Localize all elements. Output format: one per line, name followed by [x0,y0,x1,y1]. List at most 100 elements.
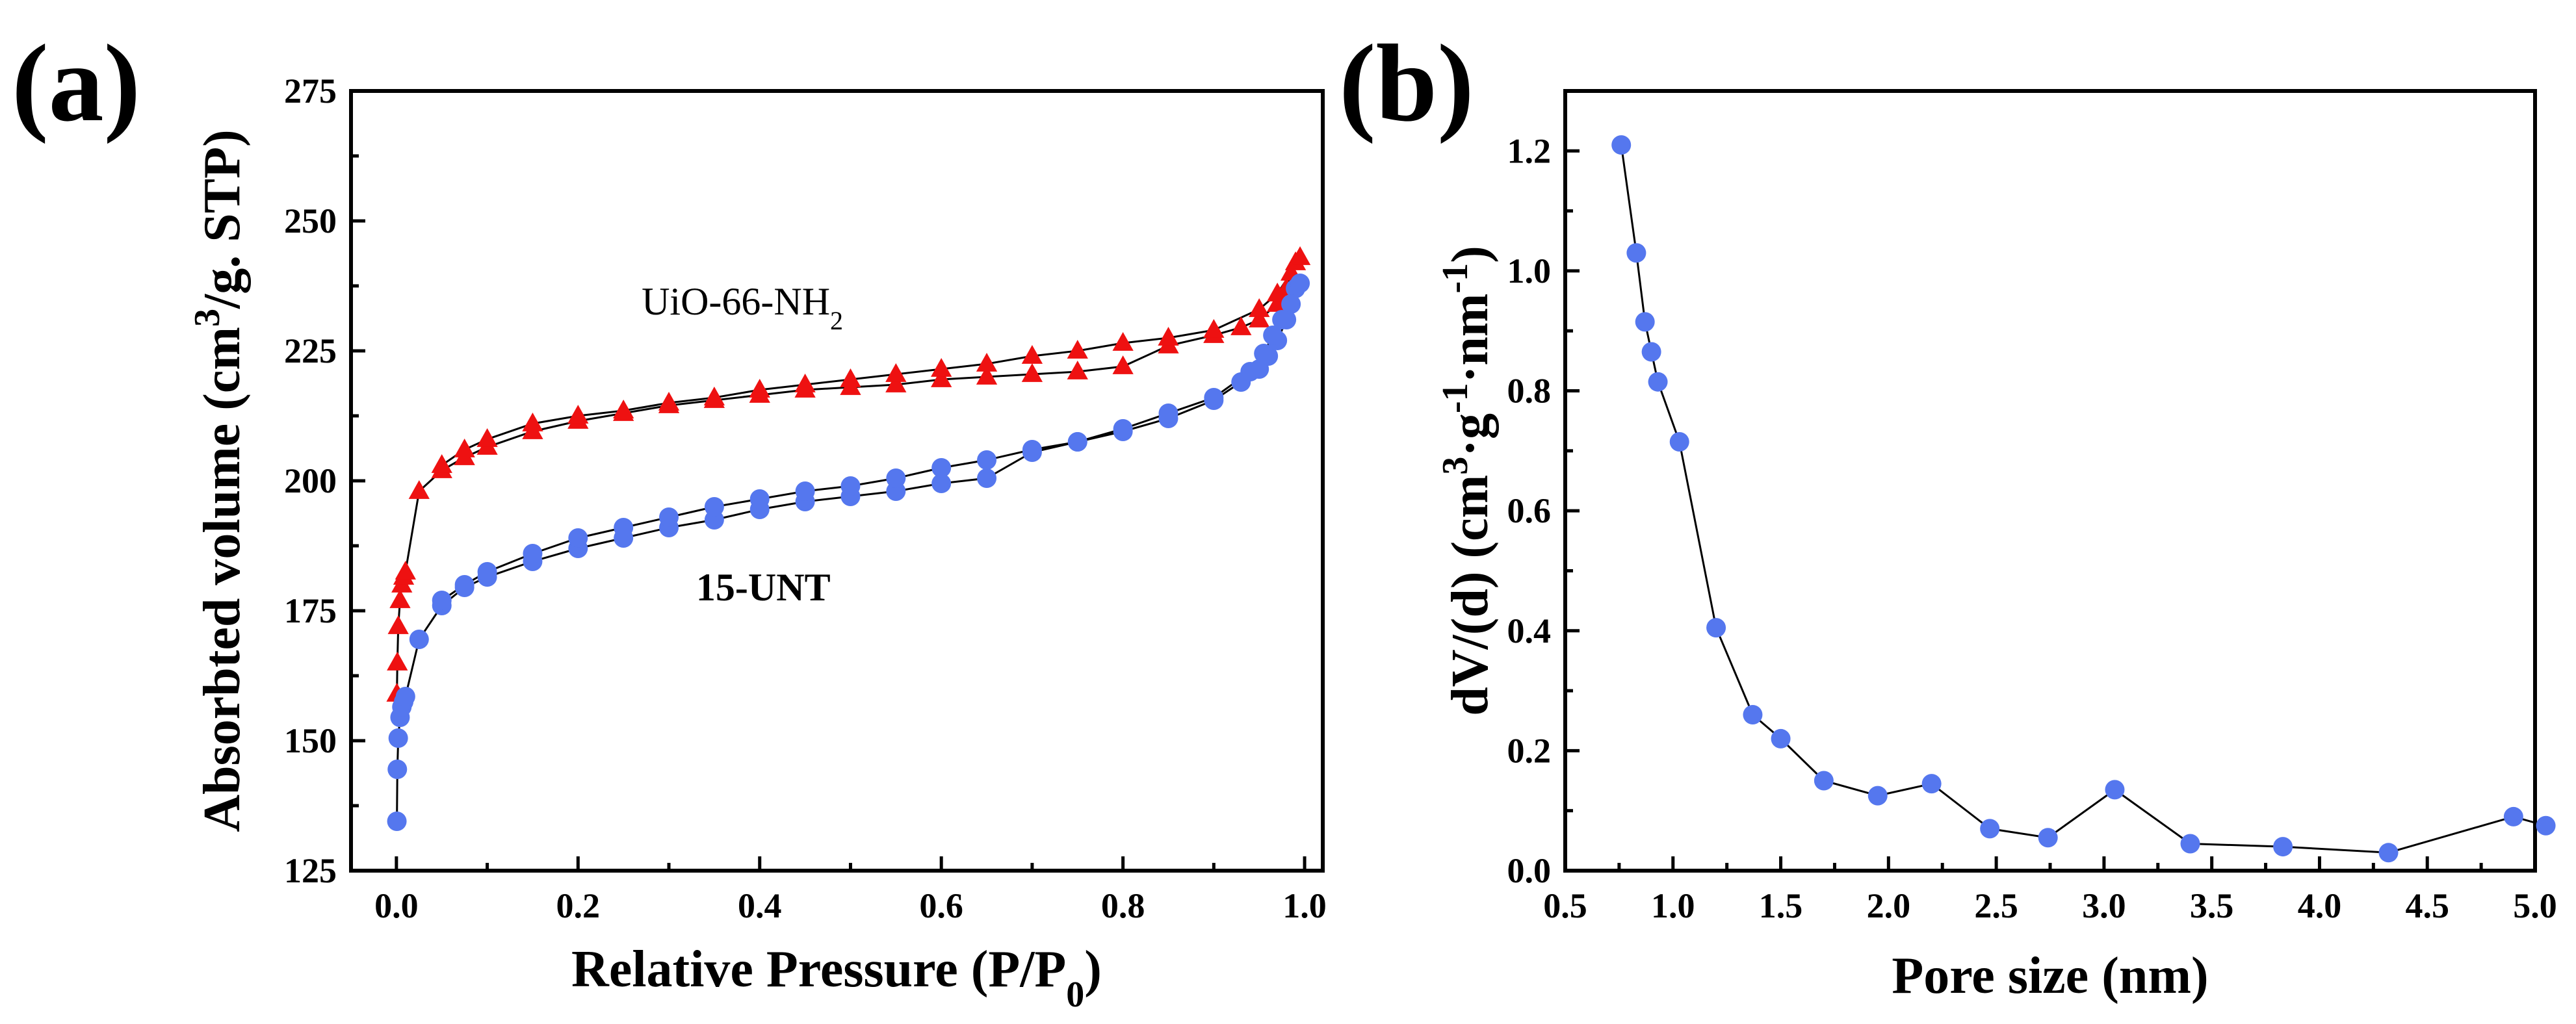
panel-a-triangle-point [658,392,680,411]
panel-a-triangle-point [931,358,952,377]
panel-a-triangle-point [1112,355,1134,374]
panel-a-data-points [386,246,1311,831]
panel-a-x-tick-label: 1.0 [1282,886,1327,925]
panel-b-circle-point [1626,243,1646,263]
panel-a-y-tick-label: 150 [284,721,337,760]
panel-a-x-tick-label: 0.4 [738,886,782,925]
panel-a-circle-point [840,476,861,496]
panel-a-x-tick-label: 0.0 [374,886,419,925]
panel-a-triangle-point [408,480,430,499]
panel-b-x-tick-label: 0.5 [1543,886,1587,925]
panel-a-triangle-point [1289,246,1311,265]
panel-a-triangle-point [387,615,409,634]
panel-a-circle-point [477,562,497,582]
panel-b-circle-point [2273,837,2293,857]
panel-a-plot-frame [349,89,1325,873]
panel-a-x-axis-title: Relative Pressure (P/P0) [571,941,1102,1015]
panel-a-triangle-point [1203,319,1225,338]
panel-a-circle-point [614,518,634,537]
panel-a-triangle-point [613,400,634,418]
panel-a-triangle-point [931,368,952,387]
panel-b-x-tick-label: 1.5 [1759,886,1803,925]
panel-a-triangle-point [1112,332,1134,351]
panel-b-y-tick-label: 0.0 [1507,851,1552,890]
panel-b-circle-point [1641,342,1661,362]
panel-a-circle-point [388,728,408,748]
panel-b-data-points [1611,135,2556,863]
panel-b-y-tick-label: 0.6 [1507,491,1552,530]
panel-a-circle-point [454,575,475,595]
panel-a-circle-point [387,812,407,831]
panel-a-circle-point [1240,362,1260,381]
panel-a-y-tick-label: 175 [284,591,337,630]
panel-b-series-line-0 [1620,144,2547,854]
panel-a-annotation-unt: 15-UNT [696,566,831,609]
panel-a-triangle-point [454,439,475,457]
panel-a-y-tick-label: 200 [284,461,337,500]
panel-a-circle-point [1254,344,1274,363]
panel-a-circle-point [704,497,724,517]
panel-a-circle-point [1290,274,1310,293]
panel-a-circle-point [886,468,906,488]
panel-b-x-tick-label: 4.0 [2298,886,2342,925]
panel-a-y-tick-label: 225 [284,331,337,370]
panel-a-x-tick-label: 0.8 [1101,886,1145,925]
panel-a-circle-point [1204,388,1224,407]
panel-a-circle-point [931,458,952,478]
panel-a-circle-point [1158,403,1178,423]
panel-a-y-tick-label: 275 [284,71,337,110]
panel-a-y-axis-title: Absorbted volume (cm3/g. STP) [187,129,251,832]
panel-a-circle-point [795,481,815,501]
panel-a-isotherm-chart: (a) 0.0 0.2 0.4 0.6 0.8 1.0 125 150 175 200 225 250… [12,22,1327,1015]
panel-a-ticks: 0.0 0.2 0.4 0.6 0.8 1.0 125 150 175 200 225 250 275 [284,71,1327,925]
panel-b-x-tick-label: 2.0 [1867,886,1911,925]
panel-b-plot-frame [1563,89,2537,873]
panel-a-triangle-point [1067,340,1088,359]
panel-a-triangle-point [1266,283,1288,301]
panel-a-series-line-1 [441,257,1301,467]
panel-b-pore-size-chart: (b) 0.5 1.0 1.5 2.0 2.5 3.0 3.5 4.0 4.5 5.0 0.0 0.2… [1339,22,2557,1005]
panel-b-ticks: 0.5 1.0 1.5 2.0 2.5 3.0 3.5 4.0 4.5 5.0 0.0 0.2 0.4 0… [1507,131,2557,925]
panel-b-circle-point [2503,806,2523,826]
panel-b-circle-point [1980,819,2000,839]
panel-a-triangle-point [885,363,907,382]
panel-b-circle-point [1867,786,1888,806]
panel-a-circle-point [1113,419,1133,439]
panel-b-x-tick-label: 2.5 [1974,886,2018,925]
panel-b-circle-point [1814,771,1834,791]
panel-a-circle-point [395,687,415,706]
panel-b-x-tick-label: 1.0 [1651,886,1695,925]
panel-b-circle-point [2180,834,2200,854]
panel-a-triangle-point [749,379,770,398]
panel-a-triangle-point [794,374,816,392]
panel-a-triangle-point [885,374,907,392]
panel-a-triangle-point [1021,345,1043,364]
panel-a-circle-point [387,760,408,779]
panel-a-triangle-point [703,387,725,405]
panel-a-circle-point [977,468,997,488]
panel-b-x-tick-label: 5.0 [2513,886,2557,925]
panel-a-triangle-point [476,428,498,447]
panel-a-circle-point [432,591,452,610]
panel-a-y-tick-label: 125 [284,851,337,890]
panel-a-circle-point [977,450,997,470]
panel-a-triangle-point [1067,361,1088,379]
panel-a-circle-point [1272,310,1292,329]
panel-b-circle-point [1635,312,1655,332]
panel-a-triangle-point [567,405,589,424]
panel-a-circle-point [1263,326,1283,345]
panel-b-x-tick-label: 3.5 [2190,886,2234,925]
panel-b-x-tick-label: 4.5 [2405,886,2449,925]
panel-b-series-lines [1620,144,2547,854]
panel-a-circle-point [749,489,770,509]
panel-b-circle-point [1706,618,1726,638]
panel-a-circle-point [931,474,952,493]
panel-b-y-axis-title: dV/(d) (cm3·g-1·nm-1) [1435,246,1499,716]
panel-a-triangle-point [389,589,411,608]
panel-b-circle-point [2105,780,2125,800]
panel-a-triangle-point [976,366,998,385]
panel-b-x-tick-label: 3.0 [2082,886,2126,925]
panel-b-circle-point [1771,728,1791,749]
panel-a-y-tick-label: 250 [284,201,337,240]
